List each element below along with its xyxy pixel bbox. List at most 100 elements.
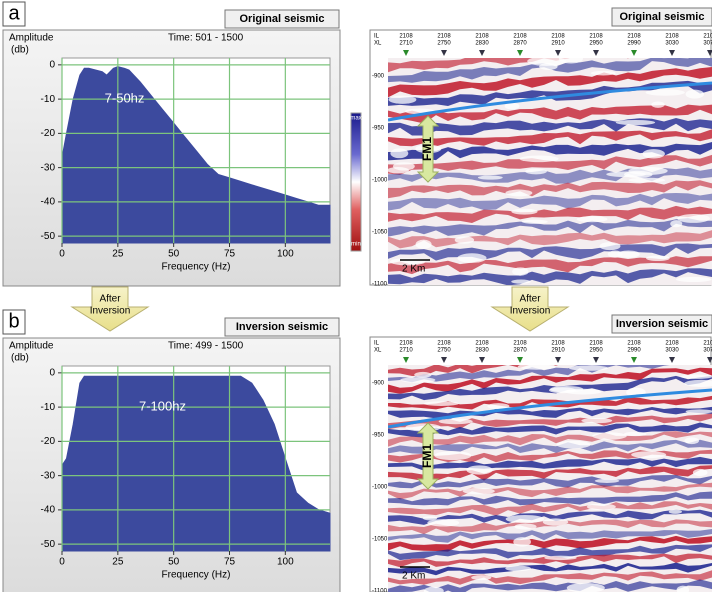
xl-value: 2870	[513, 348, 527, 354]
seismic-blob	[457, 253, 487, 263]
seismic-blob	[628, 177, 666, 183]
well-marker	[517, 357, 523, 363]
x-tick-label: 75	[224, 249, 236, 260]
xl-value: 2950	[589, 348, 603, 354]
seismic-blob	[592, 432, 627, 440]
seismic-blob	[581, 418, 613, 424]
xl-value: 2750	[437, 41, 451, 47]
seismic-blob	[684, 437, 700, 445]
well-marker	[631, 357, 637, 363]
seismic-blob	[556, 440, 591, 449]
depth-label: -900	[372, 74, 385, 80]
xl-value: 3070	[703, 348, 712, 354]
seismic-blob	[677, 214, 710, 223]
seismic-band	[388, 422, 712, 438]
seismic-band	[388, 449, 712, 463]
colorbar-max: max	[350, 116, 361, 122]
arrow	[490, 286, 570, 332]
well-marker	[555, 357, 561, 363]
time-label: Time: 499 - 1500	[168, 341, 244, 352]
seismic-band	[388, 406, 712, 421]
seismic-band	[388, 562, 712, 576]
xl-value: 3070	[703, 41, 712, 47]
il-value: 2108	[665, 34, 679, 40]
seismic-band	[388, 375, 712, 401]
seismic-blob	[599, 242, 621, 251]
x-tick-label: 25	[112, 249, 124, 260]
x-tick-label: 0	[59, 249, 65, 260]
panel-label-box	[2, 309, 26, 335]
seismic-band	[388, 58, 629, 73]
xl-value: 2830	[475, 348, 489, 354]
title-box	[611, 314, 712, 334]
il-value: 2108	[475, 34, 489, 40]
depth-label: -1050	[372, 537, 388, 543]
seismic-band	[388, 519, 712, 535]
x-tick-label: 50	[168, 249, 180, 260]
depth-label: -1000	[372, 178, 388, 184]
seismic-band	[388, 465, 712, 482]
well-marker	[631, 50, 637, 56]
panel-label: b	[8, 310, 19, 332]
il-value: 2108	[665, 341, 679, 347]
arrow-text: Inversion	[90, 306, 131, 317]
seismic-blob	[568, 365, 609, 371]
seismic-blob	[576, 216, 608, 223]
seismic-blob	[676, 585, 690, 592]
well-marker	[707, 357, 712, 363]
seismic-band	[388, 553, 712, 568]
seismic-blob	[558, 58, 584, 64]
il-label: IL	[374, 341, 380, 347]
seismic-blob	[590, 70, 616, 76]
x-tick-label: 0	[59, 557, 65, 568]
y-tick-label: -20	[41, 436, 56, 447]
well-marker	[441, 50, 447, 56]
y-label: Amplitude	[9, 33, 54, 44]
y-tick-label: -10	[41, 94, 56, 105]
time-label: Time: 501 - 1500	[168, 33, 244, 44]
seismic-band	[388, 529, 712, 543]
seismic-band	[388, 395, 712, 410]
xl-label: XL	[374, 41, 382, 47]
depth-label: -1100	[372, 589, 388, 592]
scale-label: 2 Km	[402, 571, 425, 582]
seismic-band	[388, 268, 712, 285]
spectrum-area	[61, 375, 331, 552]
arrow-text: After	[519, 294, 541, 305]
x-tick-label: 25	[112, 557, 124, 568]
panel-label: a	[8, 2, 20, 24]
seismic-image	[388, 58, 712, 285]
seismic-blob	[422, 516, 438, 521]
arrow	[70, 286, 150, 332]
y-label: Amplitude	[9, 341, 54, 352]
title-box	[224, 9, 340, 29]
seismic-blob	[617, 250, 640, 258]
seismic-blob	[505, 565, 531, 572]
seismic-blob	[566, 582, 605, 592]
y-tick-label: -10	[41, 402, 56, 413]
xl-value: 2910	[551, 348, 565, 354]
il-value: 2108	[437, 341, 451, 347]
colorbar-min: min	[351, 242, 361, 248]
section-title: Original seismic	[620, 11, 705, 23]
seismic-blob	[517, 365, 556, 370]
seismic-blob	[670, 220, 683, 228]
scale-label: 2 Km	[402, 264, 425, 275]
seismic-blob	[685, 409, 712, 414]
seismic-blob	[692, 468, 708, 477]
chart-title: Original seismic	[240, 13, 325, 25]
chart-title: Inversion seismic	[236, 321, 328, 333]
seismic-band	[388, 58, 712, 83]
well-marker	[669, 50, 675, 56]
il-value: 2108	[551, 34, 565, 40]
xl-value: 2990	[627, 348, 641, 354]
xl-value: 2710	[399, 41, 413, 47]
seismic-blob	[505, 189, 533, 197]
y-tick-label: 0	[49, 367, 55, 378]
colorbar	[350, 112, 362, 252]
seismic-blob	[434, 451, 472, 461]
x-label: Frequency (Hz)	[162, 570, 231, 581]
x-tick-label: 100	[277, 557, 294, 568]
seismic-blob	[631, 451, 667, 459]
y-tick-label: -30	[41, 162, 56, 173]
